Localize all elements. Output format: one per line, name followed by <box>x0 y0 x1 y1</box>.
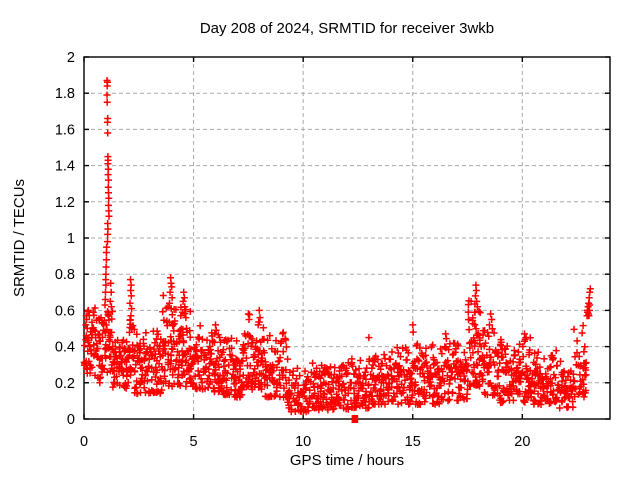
y-tick-label: 1.4 <box>55 159 75 175</box>
x-tick-label: 10 <box>295 434 311 450</box>
chart-title: Day 208 of 2024, SRMTID for receiver 3wk… <box>200 20 494 37</box>
y-tick-label: 0.6 <box>55 303 75 319</box>
y-axis-label: SRMTID / TECUs <box>11 179 28 297</box>
plot-border <box>83 56 611 420</box>
x-axis-label: GPS time / hours <box>290 452 404 469</box>
y-tick-label: 1.2 <box>55 195 75 211</box>
x-tick-label: 0 <box>80 434 88 450</box>
x-tick-label: 20 <box>514 434 530 450</box>
y-tick-label: 2 <box>67 50 75 66</box>
plus-markers <box>80 77 594 416</box>
x-tick-label: 5 <box>190 434 198 450</box>
y-tick-label: 1 <box>67 231 75 247</box>
zero-marker-square <box>351 415 359 423</box>
y-tick-label: 0 <box>67 412 75 428</box>
scatter-points <box>80 77 594 423</box>
x-tick-labels: 0 5 10 15 20 <box>80 434 530 450</box>
x-tick-label: 15 <box>405 434 421 450</box>
y-tick-label: 0.2 <box>55 376 75 392</box>
y-tick-label: 0.8 <box>55 267 75 283</box>
y-tick-label: 0.4 <box>55 340 75 356</box>
y-tick-label: 1.8 <box>55 86 75 102</box>
y-tick-label: 1.6 <box>55 122 75 138</box>
y-tick-labels: 0 0.2 0.4 0.6 0.8 1 1.2 1.4 1.6 1.8 2 <box>55 50 75 428</box>
